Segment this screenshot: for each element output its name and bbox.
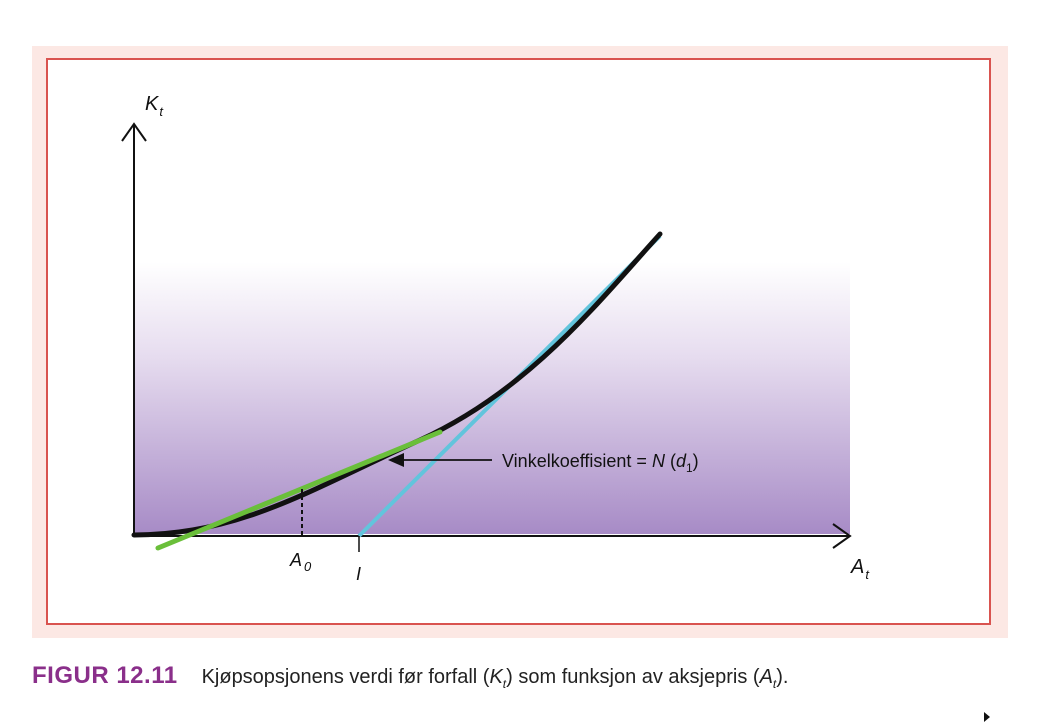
slope-annotation: Vinkelkoeffisient = N (d1) (502, 451, 699, 475)
y-axis-arrowhead (121, 122, 147, 142)
tangent-line (155, 429, 443, 551)
y-axis-label: Kt (145, 93, 164, 119)
cursor-pointer-icon (984, 712, 990, 722)
caption-label: FIGUR 12.11 (32, 662, 178, 689)
annotation-arrowhead (388, 453, 404, 467)
figure-caption: FIGUR 12.11 Kjøpsopsjonens verdi før for… (32, 662, 788, 692)
caption-text: Kjøpsopsjonens verdi før forfall (Kt) so… (201, 666, 789, 691)
i-tick-label: I (356, 564, 361, 584)
x-axis-arrowhead (832, 523, 852, 549)
x-axis-label: At (850, 556, 870, 582)
